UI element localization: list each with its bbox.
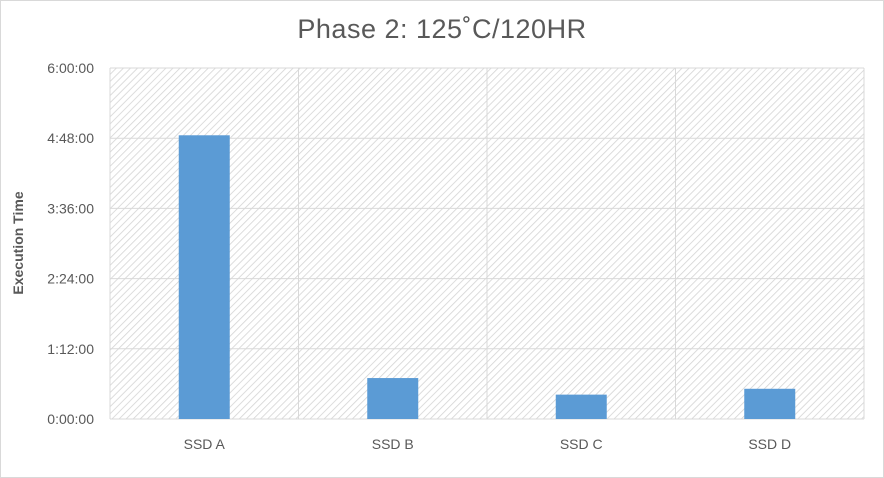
y-tick-label: 2:24:00 (47, 271, 94, 287)
y-tick-label: 3:36:00 (47, 200, 94, 216)
y-tick-label: 6:00:00 (47, 60, 94, 76)
bar-ssd-c (555, 394, 607, 419)
x-tick-label: SSD B (372, 436, 414, 452)
bar-ssd-b (367, 378, 419, 419)
y-tick-label: 0:00:00 (47, 411, 94, 427)
bar-ssd-d (744, 388, 796, 419)
chart-title: Phase 2: 125˚C/120HR (297, 14, 587, 44)
x-tick-label: SSD C (560, 436, 603, 452)
x-tick-label: SSD D (748, 436, 791, 452)
x-tick-label: SSD A (184, 436, 226, 452)
y-tick-label: 1:12:00 (47, 341, 94, 357)
bar-ssd-a (178, 135, 230, 419)
y-tick-label: 4:48:00 (47, 130, 94, 146)
